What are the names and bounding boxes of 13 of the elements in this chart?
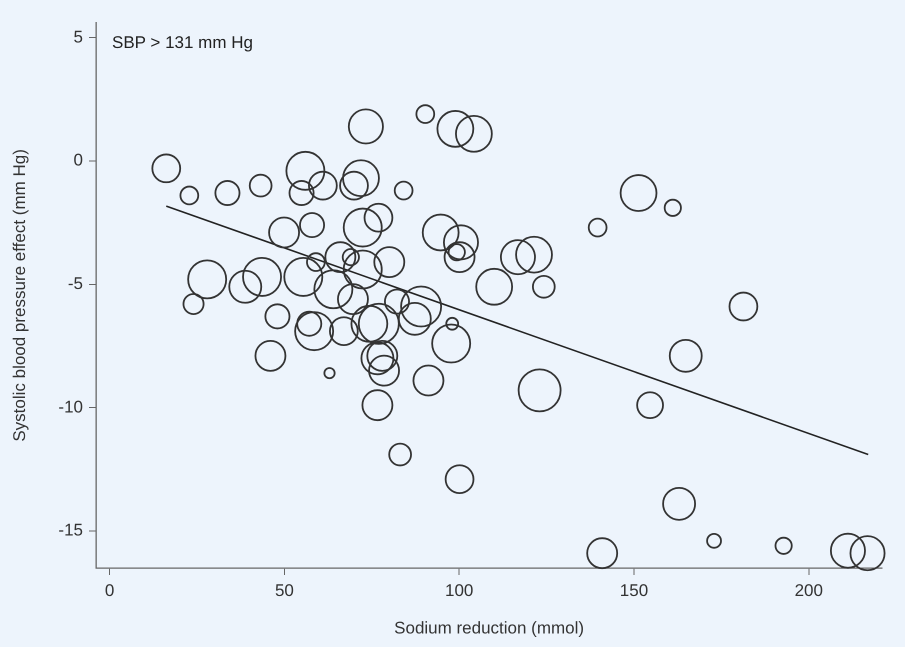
y-tick-label: -10 xyxy=(58,397,83,416)
x-axis-title: Sodium reduction (mmol) xyxy=(394,618,584,638)
x-tick-label: 100 xyxy=(445,580,474,600)
x-tick-label: 200 xyxy=(794,580,823,600)
y-tick-label: -15 xyxy=(58,520,83,540)
x-tick-label: 150 xyxy=(620,580,648,600)
x-tick-label: 0 xyxy=(104,580,114,600)
x-tick-label: 50 xyxy=(274,580,294,600)
y-axis-title: Systolic blood pressure effect (mm Hg) xyxy=(10,149,29,442)
y-tick-label: 0 xyxy=(74,150,83,170)
y-tick-label: -5 xyxy=(68,274,83,293)
annotation: SBP > 131 mm Hg xyxy=(112,32,253,52)
y-tick-label: 5 xyxy=(74,27,83,46)
